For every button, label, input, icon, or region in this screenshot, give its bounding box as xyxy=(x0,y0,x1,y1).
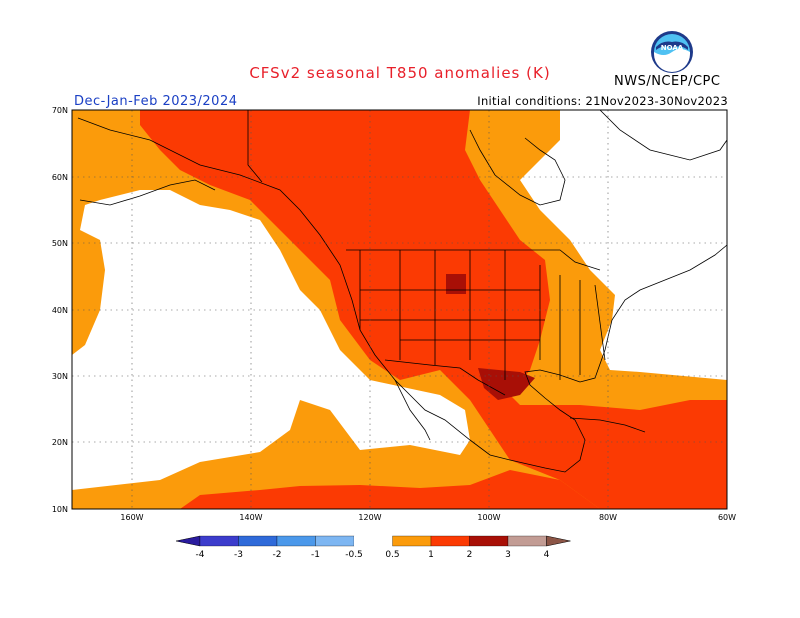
coastline-cuba xyxy=(569,417,646,433)
season-label: Dec-Jan-Feb 2023/2024 xyxy=(74,94,238,109)
colorbar-box xyxy=(430,535,470,547)
svg-text:NOAA: NOAA xyxy=(661,44,684,52)
colorbar-box xyxy=(238,535,278,547)
border-us-mexico xyxy=(384,359,506,396)
latitude-labels: 70N 60N 50N 40N 30N 20N 10N xyxy=(52,106,68,514)
lon-label: 80W xyxy=(599,513,617,522)
anomaly-region-red-south xyxy=(180,470,600,509)
colorbar-max-arrow xyxy=(546,535,571,547)
coastline-greenland xyxy=(599,110,727,161)
colorbar-label: 0.5 xyxy=(385,550,399,560)
lon-label: 120W xyxy=(358,513,381,522)
coastline-alaska xyxy=(79,179,216,206)
map-frame xyxy=(71,109,728,510)
longitude-labels: 160W 140W 120W 100W 80W 60W xyxy=(120,513,736,522)
colorbar-label: 2 xyxy=(467,550,473,560)
colorbar-label: -2 xyxy=(273,550,282,560)
lat-label: 10N xyxy=(52,505,68,514)
colorbar-label: 1 xyxy=(428,550,434,560)
coastline-north-america xyxy=(77,117,727,473)
colorbar-label: -3 xyxy=(234,550,243,560)
colorbar-label: -1 xyxy=(311,550,320,560)
colorbar-box xyxy=(199,535,239,547)
coastline-baja xyxy=(394,379,431,441)
border-alaska xyxy=(247,110,263,183)
lat-label: 40N xyxy=(52,306,68,315)
anomaly-patch-darkred-plains xyxy=(446,274,466,294)
colorbar-min-arrow xyxy=(175,535,201,547)
anomaly-field xyxy=(72,110,727,509)
agency-label: NWS/NCEP/CPC xyxy=(614,74,721,89)
land-outlines xyxy=(77,110,727,473)
state-lines xyxy=(359,250,606,380)
colorbar-box xyxy=(507,535,547,547)
map-title: CFSv2 seasonal T850 anomalies (K) xyxy=(249,64,551,82)
colorbar-label: -0.5 xyxy=(345,550,363,560)
colorbar-label: -4 xyxy=(196,550,205,560)
graticule xyxy=(72,110,727,509)
colorbar-box xyxy=(354,536,393,546)
colorbar-label: 3 xyxy=(505,550,511,560)
colorbar-box xyxy=(276,535,316,547)
lat-label: 30N xyxy=(52,372,68,381)
noaa-logo-icon: NOAA xyxy=(651,31,693,73)
lon-label: 160W xyxy=(120,513,143,522)
lat-label: 50N xyxy=(52,239,68,248)
initial-conditions-label: Initial conditions: 21Nov2023-30Nov2023 xyxy=(477,94,728,108)
coastline-hudson-bay xyxy=(469,129,566,206)
colorbar-box xyxy=(315,535,355,547)
colorbar: -4 -3 -2 -1 -0.5 0.5 1 2 3 4 xyxy=(175,535,571,560)
anomaly-region-red xyxy=(140,110,727,509)
lat-label: 60N xyxy=(52,173,68,182)
border-us-canada xyxy=(346,249,601,271)
lat-label: 20N xyxy=(52,438,68,447)
colorbar-box xyxy=(392,535,432,547)
lon-label: 140W xyxy=(239,513,262,522)
colorbar-label: 4 xyxy=(544,550,550,560)
colorbar-box xyxy=(469,535,509,547)
lon-label: 60W xyxy=(718,513,736,522)
lon-label: 100W xyxy=(477,513,500,522)
lat-label: 70N xyxy=(52,106,68,115)
anomaly-patch-darkred-gulf xyxy=(478,368,535,400)
